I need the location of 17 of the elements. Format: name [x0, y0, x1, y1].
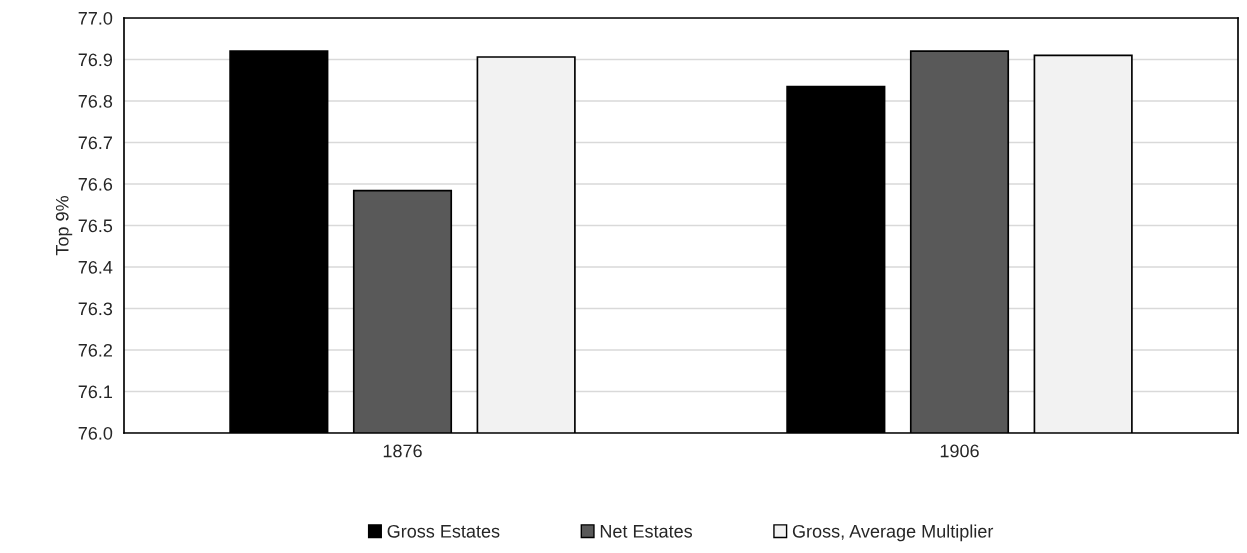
y-tick-label: 76.3	[78, 302, 113, 316]
legend-label: Net Estates	[600, 525, 693, 538]
y-axis-title: Top 9%	[55, 196, 73, 256]
y-tick-label: 76.2	[78, 343, 112, 357]
y-tick-label: 76.9	[78, 53, 113, 67]
y-tick-label: 76.4	[78, 260, 113, 274]
x-tick-label: 1906	[940, 444, 979, 458]
x-tick-label: 1876	[383, 444, 422, 458]
y-tick-label: 76.6	[78, 177, 113, 191]
y-tick-label: 76.8	[78, 94, 113, 108]
y-tick-label: 76.1	[78, 385, 113, 399]
y-tick-label: 76.0	[78, 426, 113, 440]
y-tick-label: 76.7	[78, 136, 112, 150]
legend-label: Gross, Average Multiplier	[792, 524, 994, 542]
y-tick-label: 76.5	[78, 219, 113, 233]
legend-label: Gross Estates	[387, 524, 500, 538]
y-tick-label: 77.0	[78, 11, 113, 25]
